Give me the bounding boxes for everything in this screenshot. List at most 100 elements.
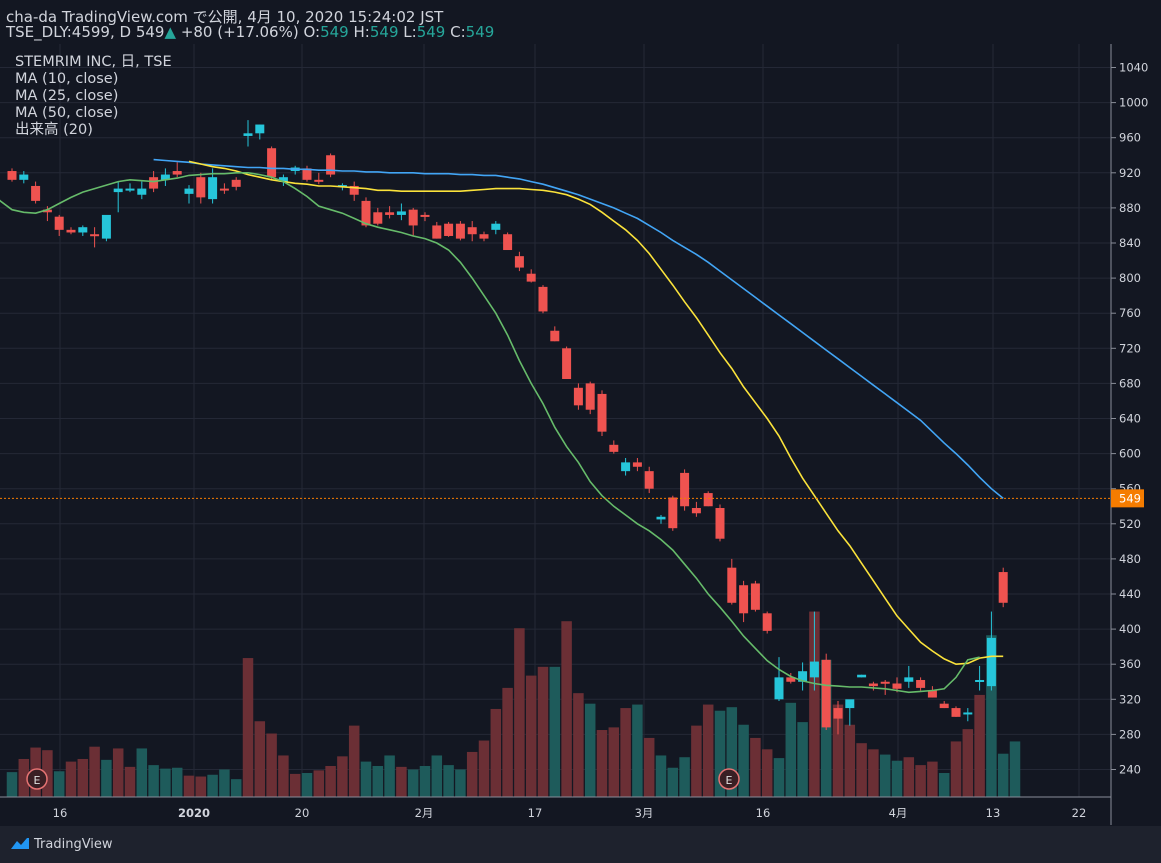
volume-bar [785, 702, 797, 797]
candle-body [585, 383, 595, 410]
volume-bar [407, 769, 419, 797]
symbol-name[interactable]: TSE_DLY:4599, D [6, 23, 132, 41]
volume-bar [632, 704, 643, 797]
candle-body [7, 171, 17, 180]
volume-bar [431, 755, 443, 797]
ma25-line [188, 160, 1004, 666]
candle-body [562, 348, 572, 380]
candle-body [514, 256, 524, 268]
candle-body [868, 683, 878, 687]
time-tick-label: 2月 [415, 806, 434, 820]
tradingview-logo-icon [11, 838, 29, 849]
candle-body [963, 712, 973, 715]
candle-body [373, 212, 383, 224]
price-tick-label: 440 [1119, 587, 1141, 601]
volume-bar [773, 758, 785, 797]
volume-bar [219, 769, 230, 797]
price-tick-label: 520 [1119, 517, 1141, 531]
candle-body [939, 703, 949, 709]
legend-volume[interactable]: 出来高 (20) [15, 122, 93, 138]
volume-bar [620, 708, 631, 797]
volume-bar [195, 776, 207, 797]
candle-body [632, 462, 642, 467]
time-axis[interactable]: 16 2020 20 2月 17 3月 16 4月 13 22 [0, 796, 1111, 820]
candle-body [727, 567, 737, 603]
chart-legend: STEMRIM INC, 日, TSE MA (10, close) MA (2… [15, 54, 172, 139]
volume-bar [230, 779, 242, 797]
high-value: 549 [369, 23, 399, 41]
price-tick-label: 720 [1119, 341, 1141, 355]
volume-bar [396, 766, 407, 797]
volume-bar [868, 749, 879, 797]
volume-bar [537, 666, 549, 797]
volume-bar [301, 773, 313, 797]
ma10-line [0, 172, 980, 694]
brand-label: TradingView [34, 837, 113, 852]
volume-bar [278, 755, 289, 797]
volume-bar [289, 773, 301, 797]
candle-body [160, 174, 170, 180]
price-tick-label: 880 [1119, 201, 1141, 215]
volume-bar [915, 765, 926, 797]
candle-body [916, 679, 926, 688]
volume-bar [561, 621, 572, 797]
candlesticks [7, 120, 1008, 735]
volume-bar [702, 704, 714, 797]
candle-body [892, 683, 902, 689]
legend-ma25[interactable]: MA (25, close) [15, 88, 119, 104]
ma50-line [153, 158, 1004, 500]
time-tick-label: 22 [1072, 806, 1087, 820]
time-tick-label: 13 [986, 806, 1001, 820]
candle-body [31, 185, 41, 201]
candle-body [255, 124, 265, 134]
candle-body [408, 209, 418, 226]
volume-bar [761, 749, 773, 797]
candle-body [420, 214, 430, 217]
volume-bar [832, 704, 844, 797]
up-arrow-icon: ▲ [164, 23, 177, 41]
volume-bar [360, 761, 372, 797]
volume-bar [53, 771, 65, 797]
symbol-ohlc-line: TSE_DLY:4599, D 549▲ +80 (+17.06%) O:549… [6, 23, 494, 41]
open-label: O: [303, 23, 321, 41]
time-tick-label: 16 [53, 806, 68, 820]
candle-body [904, 677, 914, 682]
legend-title[interactable]: STEMRIM INC, 日, TSE [15, 54, 172, 70]
candle-body [503, 234, 513, 251]
volume-bar [608, 727, 620, 797]
candle-body [196, 177, 206, 198]
volume-bar [879, 754, 891, 797]
price-tick-label: 800 [1119, 271, 1141, 285]
price-chart[interactable]: 1040100096092088084080076072068064060056… [0, 44, 1161, 826]
candle-body [137, 188, 147, 195]
candle-body [396, 211, 406, 215]
volume-bar [950, 741, 962, 797]
volume-bar [903, 757, 915, 797]
time-tick-label: 16 [756, 806, 771, 820]
candle-body [998, 572, 1008, 603]
volume-bar [124, 766, 136, 797]
candle-body [845, 699, 855, 709]
volume-bar [691, 725, 702, 797]
volume-bar [726, 707, 738, 797]
volume-bar [797, 722, 808, 797]
price-axis[interactable]: 1040100096092088084080076072068064060056… [1110, 44, 1148, 825]
candle-body [66, 229, 76, 233]
candle-body [326, 155, 336, 175]
price-tick-label: 400 [1119, 622, 1141, 636]
candle-body [597, 393, 607, 432]
volume-bar [986, 635, 997, 797]
candle-body [786, 677, 796, 682]
candle-body [349, 185, 359, 195]
legend-ma10[interactable]: MA (10, close) [15, 71, 119, 87]
high-label: H: [353, 23, 370, 41]
time-tick-label: 2020 [178, 806, 210, 820]
volume-bar [313, 770, 325, 797]
candle-body [739, 585, 749, 614]
candle-body [715, 508, 725, 539]
legend-ma50[interactable]: MA (50, close) [15, 105, 119, 121]
open-value: 549 [320, 23, 349, 41]
volume-bar [667, 767, 679, 797]
volume-bar [419, 765, 431, 797]
